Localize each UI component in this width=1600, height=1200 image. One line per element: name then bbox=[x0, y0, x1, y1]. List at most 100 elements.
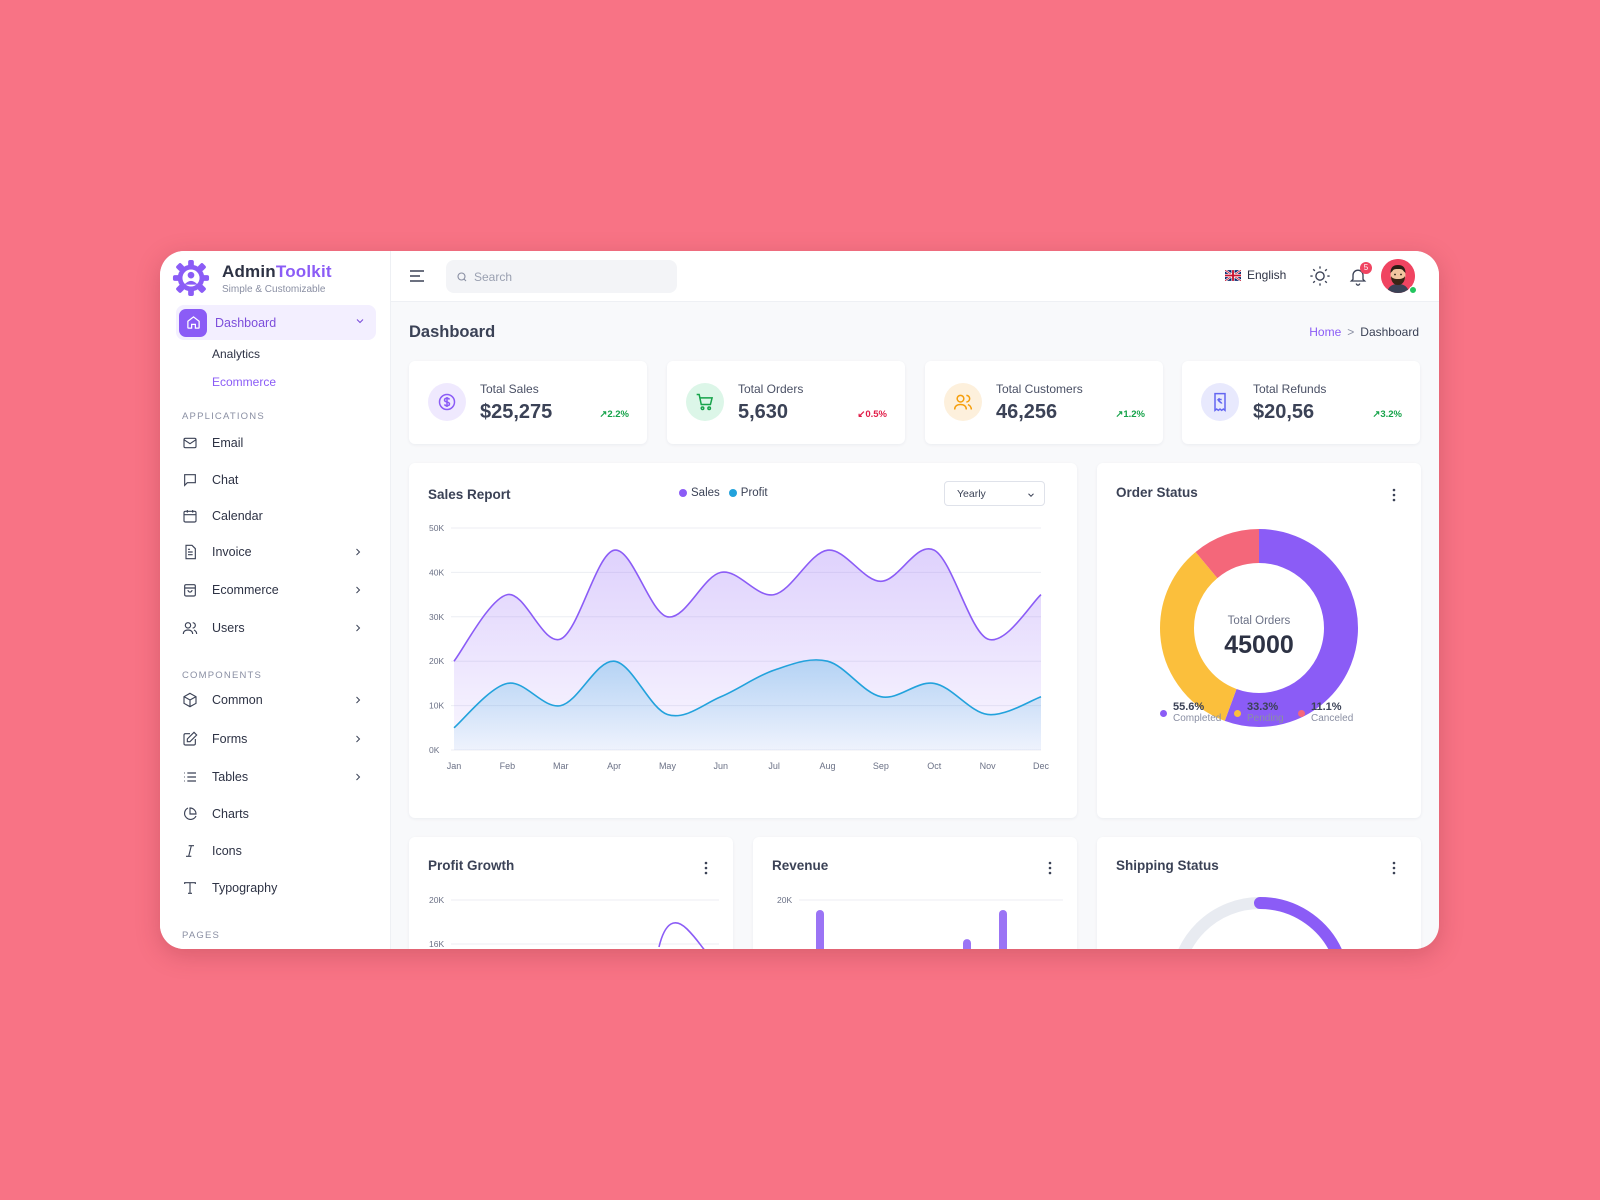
receipt-icon bbox=[1201, 383, 1239, 421]
sidebar-item-chat[interactable]: Chat bbox=[182, 469, 368, 491]
sidebar-item-label: Common bbox=[212, 693, 263, 707]
chevron-down-icon bbox=[1028, 493, 1034, 497]
y-tick-label: 30K bbox=[429, 612, 444, 622]
x-tick-label: Jan bbox=[447, 761, 462, 771]
x-tick-label: Mar bbox=[553, 761, 569, 771]
trend-up-icon: ↗ bbox=[599, 409, 608, 420]
users-icon bbox=[944, 383, 982, 421]
legend-label: Sales bbox=[691, 487, 720, 499]
list-icon bbox=[184, 772, 196, 782]
sidebar-item-typography[interactable]: Typography bbox=[182, 877, 368, 899]
sidebar-item-label: Tables bbox=[212, 770, 249, 784]
sales-report-card: Sales Report Sales Profit Yearly 0K 10K 20… bbox=[409, 463, 1077, 818]
chevron-down-icon bbox=[356, 319, 364, 324]
sun-icon[interactable] bbox=[1309, 265, 1331, 287]
logo-icon bbox=[172, 259, 210, 297]
x-tick-label: Sep bbox=[873, 761, 889, 771]
mail-icon bbox=[183, 437, 197, 449]
legend-dot bbox=[1298, 710, 1305, 717]
y-tick-label: 50K bbox=[429, 523, 444, 533]
sidebar-item-calendar[interactable]: Calendar bbox=[182, 505, 368, 527]
stat-change: ↗2.2% bbox=[599, 409, 629, 420]
sidebar-item-invoice[interactable]: Invoice bbox=[182, 541, 368, 563]
x-tick-label: Apr bbox=[607, 761, 621, 771]
revenue-bar bbox=[963, 939, 971, 949]
sidebar-subitem-analytics[interactable]: Analytics bbox=[212, 347, 261, 361]
sales-area-chart: 0K 10K 20K 30K 40K 50K Jan Feb Mar Apr May Jun Jul Au… bbox=[429, 523, 1049, 771]
more-vertical-icon[interactable] bbox=[704, 861, 708, 875]
sidebar-item-forms[interactable]: Forms bbox=[182, 728, 368, 750]
revenue-bar bbox=[816, 910, 824, 949]
breadcrumb-home[interactable]: Home bbox=[1309, 325, 1342, 339]
type-icon bbox=[184, 882, 196, 894]
x-tick-label: Feb bbox=[500, 761, 516, 771]
sidebar-item-label: Icons bbox=[212, 844, 242, 858]
legend-item-profit[interactable]: Profit bbox=[728, 487, 768, 499]
brand-accent: Toolkit bbox=[275, 261, 332, 281]
y-tick-label: 10K bbox=[429, 701, 444, 711]
stat-label: Total Sales bbox=[480, 382, 539, 396]
stat-value: $20,56 bbox=[1253, 401, 1315, 423]
order-status-title: Order Status bbox=[1116, 485, 1198, 500]
cube-icon bbox=[183, 692, 197, 708]
logo[interactable]: AdminToolkit Simple & Customizable bbox=[172, 259, 332, 297]
breadcrumb-separator: > bbox=[1347, 325, 1355, 339]
user-avatar-icon bbox=[1381, 259, 1415, 293]
period-select[interactable]: Yearly bbox=[944, 481, 1045, 506]
sidebar-item-ecommerce[interactable]: Ecommerce bbox=[182, 579, 368, 601]
sidebar-item-icons[interactable]: Icons bbox=[182, 840, 368, 862]
y-tick-label: 20K bbox=[777, 895, 793, 905]
stat-label: Total Refunds bbox=[1253, 382, 1327, 396]
legend-pct: 11.1% bbox=[1311, 701, 1342, 713]
notification-badge: 5 bbox=[1360, 262, 1372, 274]
more-vertical-icon[interactable] bbox=[1392, 861, 1396, 875]
dollar-icon bbox=[428, 383, 466, 421]
legend-label: Profit bbox=[740, 487, 768, 499]
y-tick-label: 0K bbox=[429, 745, 440, 755]
stat-change-value: 0.5% bbox=[865, 409, 887, 420]
y-tick-label: 20K bbox=[429, 895, 445, 905]
users-icon bbox=[182, 622, 198, 635]
stat-change: ↗1.2% bbox=[1115, 409, 1145, 420]
series-line-profit bbox=[453, 659, 1042, 729]
more-vertical-icon[interactable] bbox=[1392, 488, 1396, 502]
shipping-status-card: Shipping Status bbox=[1097, 837, 1421, 949]
revenue-bar-chart bbox=[799, 899, 1063, 949]
calendar-icon bbox=[183, 510, 197, 523]
menu-icon[interactable] bbox=[409, 269, 425, 283]
sidebar-item-common[interactable]: Common bbox=[182, 689, 368, 711]
uk-flag-icon bbox=[1225, 269, 1241, 281]
stat-card-total-sales: Total Sales $25,275 ↗2.2% bbox=[409, 361, 647, 444]
trend-up-icon: ↗ bbox=[1115, 409, 1124, 420]
order-status-donut bbox=[1160, 529, 1358, 727]
revenue-bar bbox=[999, 910, 1007, 949]
revenue-card: Revenue 20K bbox=[753, 837, 1077, 949]
section-title-pages: PAGES bbox=[182, 930, 221, 941]
sidebar-item-label: Users bbox=[212, 621, 245, 635]
sidebar-item-email[interactable]: Email bbox=[182, 432, 368, 454]
chevron-right-icon bbox=[356, 586, 361, 594]
chart-legend: Sales Profit bbox=[679, 487, 777, 499]
profit-growth-title: Profit Growth bbox=[428, 858, 515, 873]
stat-label: Total Orders bbox=[738, 382, 804, 396]
sidebar-item-label: Charts bbox=[212, 807, 249, 821]
sidebar-item-charts[interactable]: Charts bbox=[182, 803, 368, 825]
breadcrumb: Home > Dashboard bbox=[1309, 325, 1419, 339]
x-tick-label: Nov bbox=[980, 761, 997, 771]
chevron-right-icon bbox=[356, 548, 361, 556]
stat-card-total-orders: Total Orders 5,630 ↙0.5% bbox=[667, 361, 905, 444]
language-selector[interactable]: English bbox=[1225, 268, 1286, 282]
online-status-dot bbox=[1409, 286, 1417, 294]
search-input[interactable] bbox=[474, 269, 664, 284]
sidebar-item-dashboard[interactable]: Dashboard bbox=[176, 305, 376, 340]
legend-item-sales[interactable]: Sales bbox=[679, 487, 720, 499]
donut-center-label: Total Orders bbox=[1227, 615, 1291, 627]
sidebar-item-users[interactable]: Users bbox=[182, 617, 368, 639]
y-tick-label: 16K bbox=[429, 939, 445, 949]
y-tick-label: 40K bbox=[429, 567, 444, 577]
stat-value: $25,275 bbox=[480, 401, 553, 423]
sidebar-subitem-ecommerce[interactable]: Ecommerce bbox=[212, 375, 277, 389]
pie-chart-icon bbox=[184, 807, 197, 820]
sidebar-item-tables[interactable]: Tables bbox=[182, 766, 368, 788]
more-vertical-icon[interactable] bbox=[1048, 861, 1052, 875]
